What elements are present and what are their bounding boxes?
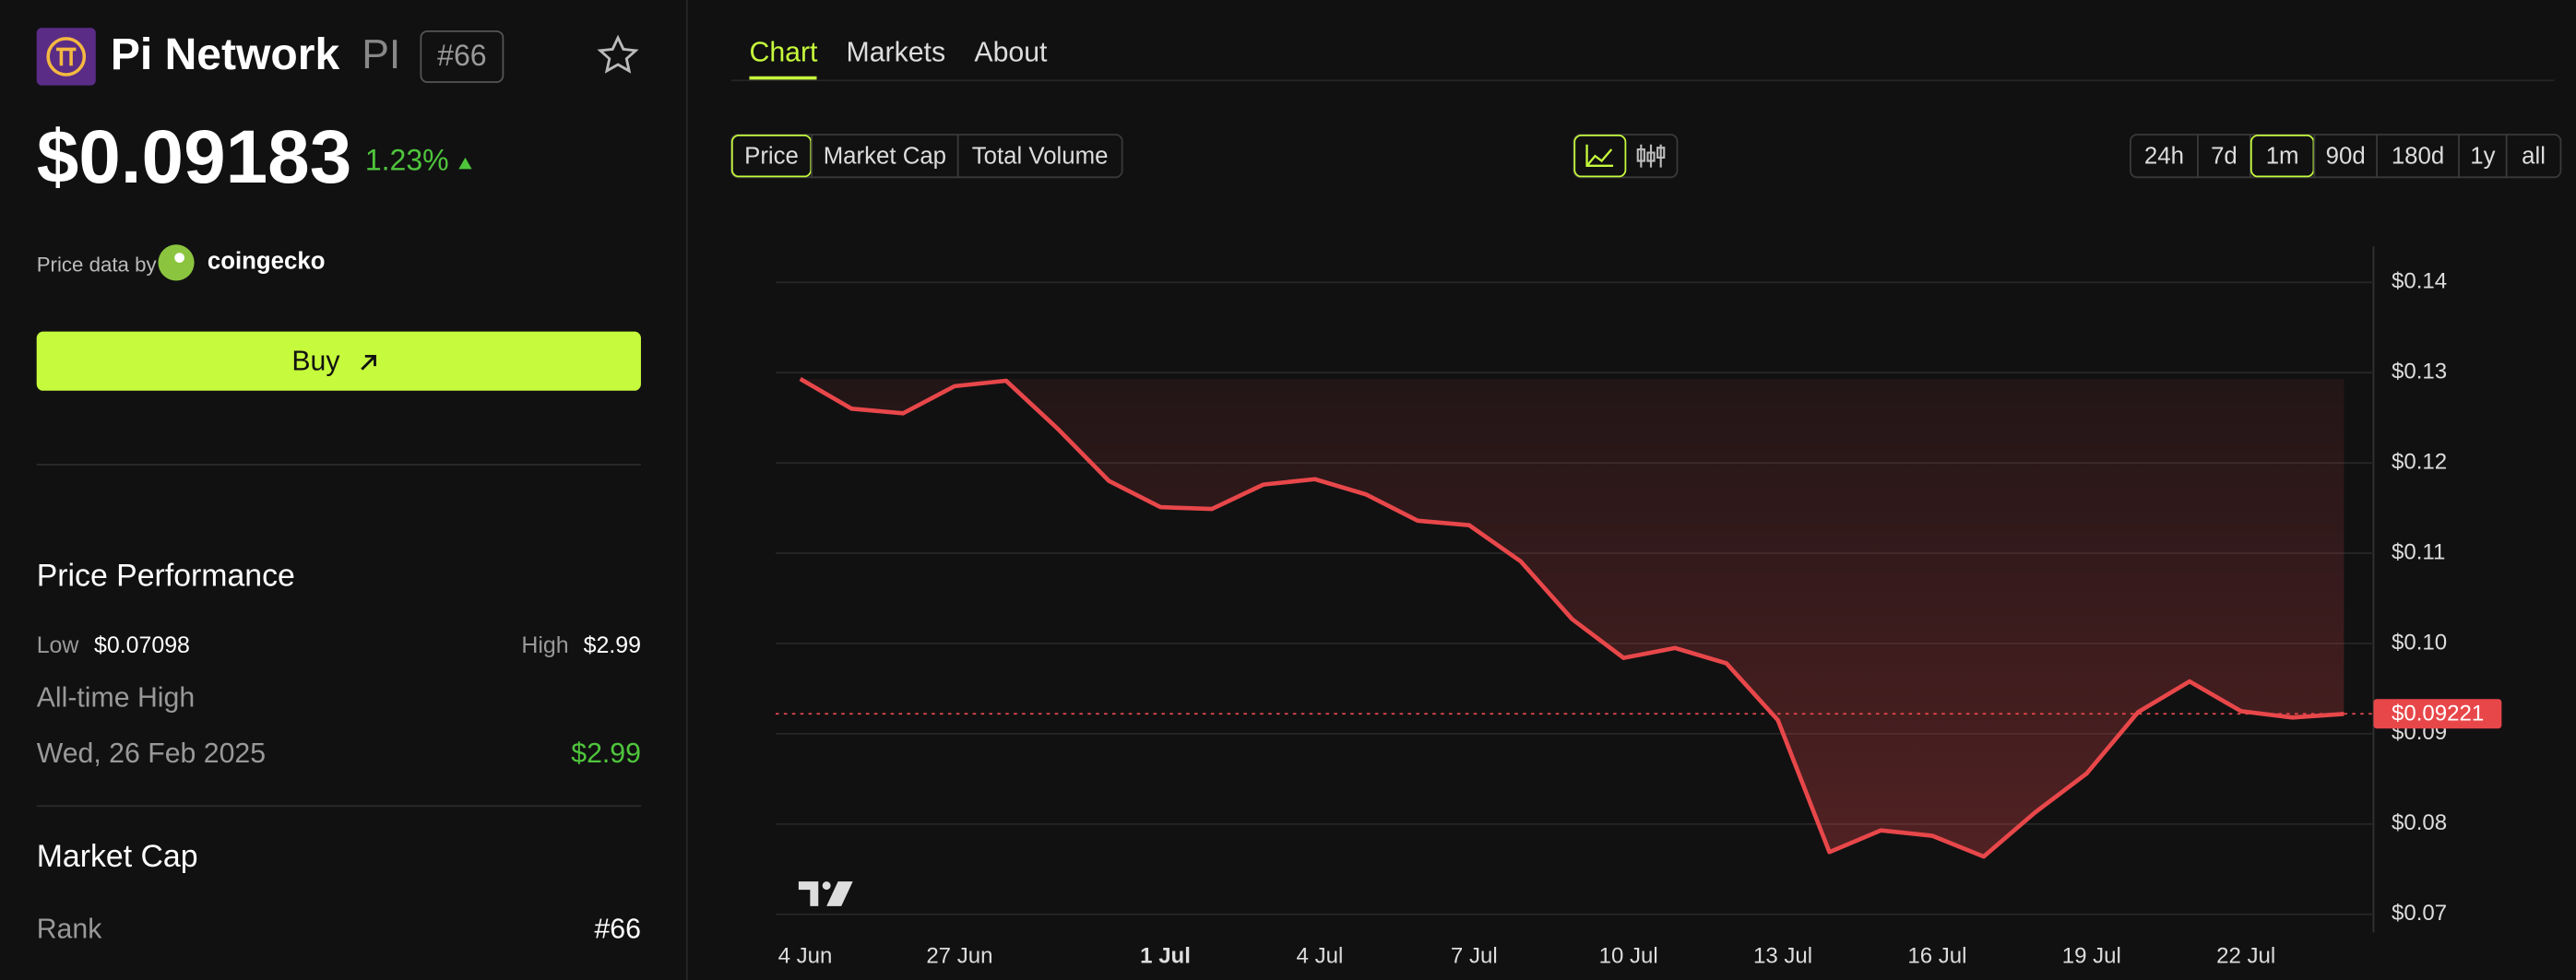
x-tick-label: 22 Jul bbox=[2216, 943, 2275, 968]
y-tick-label: $0.07 bbox=[2392, 901, 2447, 926]
low-label: Low bbox=[37, 632, 80, 658]
buy-button[interactable] bbox=[36, 331, 641, 391]
buy-arrow bbox=[361, 354, 376, 371]
rank-label: Rank bbox=[37, 915, 102, 945]
tab[interactable]: Markets bbox=[847, 38, 946, 68]
button-label[interactable]: 1y bbox=[2470, 144, 2495, 170]
y-tick-label: $0.14 bbox=[2392, 269, 2447, 294]
high-label: High bbox=[521, 632, 568, 658]
line-style-button[interactable] bbox=[1573, 135, 1627, 178]
line-icon bbox=[1585, 144, 1614, 167]
source-name: coingecko bbox=[208, 249, 326, 275]
source-prefix: Price data by bbox=[37, 253, 158, 276]
x-tick-label: 7 Jul bbox=[1451, 943, 1498, 968]
rank-value: #66 bbox=[594, 915, 640, 945]
coin-logo-ring bbox=[46, 37, 87, 77]
ath-label: All-time High bbox=[37, 683, 195, 714]
favorite-star[interactable] bbox=[597, 34, 639, 74]
current-price-label: $0.09221 bbox=[2392, 702, 2484, 726]
low-value: $0.07098 bbox=[94, 632, 190, 658]
button-label[interactable]: 1m bbox=[2266, 144, 2299, 170]
coingecko-eye bbox=[174, 253, 184, 263]
x-tick-label: 10 Jul bbox=[1599, 943, 1658, 968]
x-tick-label: 19 Jul bbox=[2062, 943, 2121, 968]
x-tick-label: 13 Jul bbox=[1753, 943, 1812, 968]
tab[interactable]: Chart bbox=[749, 38, 818, 68]
ath-date: Wed, 26 Feb 2025 bbox=[37, 738, 266, 769]
button-label[interactable]: 24h bbox=[2144, 144, 2184, 170]
x-tick-label: 16 Jul bbox=[1907, 943, 1966, 968]
x-tick-label: 4 Jun bbox=[778, 943, 833, 968]
up-arrow bbox=[458, 157, 472, 170]
coin-symbol: PI bbox=[362, 32, 400, 77]
rank-badge: #66 bbox=[437, 39, 486, 72]
coin-logo bbox=[36, 28, 96, 86]
button-label[interactable]: 7d bbox=[2211, 144, 2238, 170]
button-label[interactable]: Market Cap bbox=[824, 144, 946, 170]
button-label[interactable]: all bbox=[2522, 144, 2546, 170]
rank-badge-box bbox=[420, 30, 505, 83]
button-label[interactable]: Price bbox=[744, 144, 799, 170]
ath-value: $2.99 bbox=[571, 738, 641, 769]
buy-label: Buy bbox=[291, 347, 340, 377]
tab[interactable]: About bbox=[974, 38, 1048, 68]
tradingview-logo bbox=[798, 881, 853, 906]
button-label[interactable]: 180d bbox=[2392, 144, 2444, 170]
button-group bbox=[2130, 134, 2562, 179]
button-label[interactable]: Total Volume bbox=[972, 144, 1109, 170]
button-label[interactable]: 90d bbox=[2326, 144, 2366, 170]
x-tick-label: 1 Jul bbox=[1140, 943, 1191, 968]
y-tick-label: $0.13 bbox=[2392, 360, 2447, 384]
price-change: 1.23% bbox=[365, 144, 449, 177]
tradingview-logo-dot bbox=[822, 881, 831, 891]
section-title: Price Performance bbox=[37, 559, 295, 594]
section-title: Market Cap bbox=[37, 839, 198, 874]
price: $0.09183 bbox=[37, 115, 352, 199]
y-tick-label: $0.08 bbox=[2392, 810, 2447, 835]
x-tick-label: 4 Jul bbox=[1297, 943, 1344, 968]
candle-style-button[interactable] bbox=[1636, 144, 1666, 168]
x-tick-label: 27 Jun bbox=[926, 943, 992, 968]
y-tick-label: $0.12 bbox=[2392, 449, 2447, 474]
y-tick-label: $0.11 bbox=[2392, 539, 2445, 564]
y-tick-label: $0.10 bbox=[2392, 630, 2447, 655]
coin-logo-pi bbox=[56, 47, 77, 66]
coin-name: Pi Network bbox=[111, 30, 340, 79]
current-price-tag bbox=[2373, 699, 2502, 729]
coingecko-logo bbox=[158, 244, 195, 281]
price-line bbox=[799, 377, 2345, 859]
high-value: $2.99 bbox=[584, 632, 641, 658]
